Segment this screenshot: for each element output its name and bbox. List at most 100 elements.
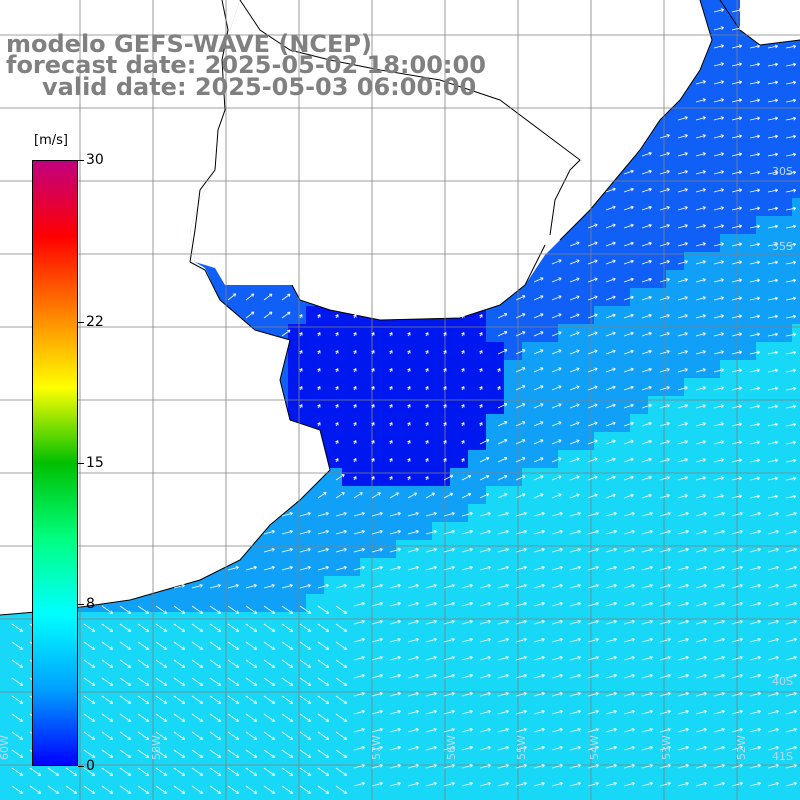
wind-arrow bbox=[677, 440, 688, 445]
wind-arrow bbox=[479, 709, 491, 715]
wind-cell bbox=[756, 306, 774, 324]
wind-cell bbox=[702, 576, 720, 594]
wind-arrow bbox=[587, 277, 598, 283]
wind-arrow bbox=[317, 785, 330, 794]
wind-cell bbox=[756, 54, 774, 72]
wind-cell bbox=[0, 648, 18, 666]
wind-arrow bbox=[677, 494, 688, 499]
wind-cell bbox=[288, 342, 306, 360]
wind-arrow bbox=[749, 314, 761, 319]
wind-cell bbox=[666, 540, 684, 558]
wind-arrow bbox=[353, 619, 365, 625]
wind-arrow bbox=[659, 133, 670, 139]
wind-cell bbox=[630, 774, 648, 792]
wind-cell bbox=[720, 378, 738, 396]
wind-arrow bbox=[479, 619, 491, 625]
wind-cell bbox=[414, 684, 432, 702]
wind-arrow bbox=[407, 583, 419, 589]
wind-arrow bbox=[749, 511, 761, 517]
wind-cell bbox=[666, 162, 684, 180]
wind-arrow bbox=[587, 223, 598, 229]
wind-arrow bbox=[371, 422, 375, 427]
wind-cell bbox=[360, 594, 378, 612]
wind-cell bbox=[774, 738, 792, 756]
wind-arrow bbox=[371, 368, 375, 373]
wind-cell bbox=[342, 558, 360, 576]
wind-cell bbox=[702, 792, 720, 800]
wind-cell bbox=[702, 648, 720, 666]
wind-cell bbox=[666, 792, 684, 800]
wind-arrow bbox=[461, 314, 465, 319]
wind-arrow bbox=[551, 511, 563, 517]
wind-arrow bbox=[11, 677, 24, 686]
wind-cell bbox=[504, 540, 522, 558]
wind-arrow bbox=[407, 422, 411, 427]
wind-arrow bbox=[731, 494, 743, 499]
wind-arrow bbox=[659, 349, 670, 355]
wind-cell bbox=[486, 522, 504, 540]
wind-arrow bbox=[47, 767, 60, 776]
wind-arrow bbox=[479, 350, 483, 355]
wind-cell bbox=[162, 702, 180, 720]
wind-arrow bbox=[533, 709, 545, 715]
wind-cell bbox=[558, 360, 576, 378]
wind-cell bbox=[702, 666, 720, 684]
wind-arrow bbox=[425, 673, 437, 679]
wind-arrow bbox=[623, 547, 635, 553]
wind-arrow bbox=[605, 421, 616, 427]
wind-cell bbox=[504, 324, 522, 342]
wind-cell bbox=[432, 414, 450, 432]
wind-cell bbox=[594, 450, 612, 468]
wind-arrow bbox=[227, 731, 240, 740]
wind-cell bbox=[774, 774, 792, 792]
wind-arrow bbox=[785, 224, 797, 229]
wind-arrow bbox=[335, 368, 339, 373]
wind-cell bbox=[180, 612, 198, 630]
wind-cell bbox=[234, 774, 252, 792]
wind-arrow bbox=[497, 655, 509, 661]
wind-arrow bbox=[389, 637, 401, 643]
wind-arrow bbox=[659, 151, 670, 157]
wind-arrow bbox=[695, 170, 706, 175]
wind-cell bbox=[486, 432, 504, 450]
wind-cell bbox=[630, 738, 648, 756]
wind-arrow bbox=[713, 98, 724, 103]
wind-cell bbox=[342, 666, 360, 684]
wind-cell bbox=[468, 792, 486, 800]
wind-arrow bbox=[659, 547, 671, 553]
wind-cell bbox=[630, 648, 648, 666]
wind-cell bbox=[288, 360, 306, 378]
wind-cell bbox=[522, 450, 540, 468]
wind-arrow bbox=[353, 386, 357, 391]
wind-cell bbox=[756, 360, 774, 378]
wind-cell bbox=[450, 792, 468, 800]
wind-cell bbox=[540, 648, 558, 666]
wind-arrow bbox=[425, 547, 437, 553]
wind-arrow bbox=[695, 368, 706, 373]
wind-arrow bbox=[443, 565, 455, 571]
wind-arrow bbox=[209, 785, 222, 794]
wind-cell bbox=[540, 576, 558, 594]
wind-arrow bbox=[101, 695, 114, 704]
wind-arrow bbox=[461, 763, 473, 769]
wind-cell bbox=[576, 576, 594, 594]
wind-arrow bbox=[749, 583, 761, 589]
wind-cell bbox=[612, 594, 630, 612]
wind-arrow bbox=[497, 547, 509, 553]
wind-arrow bbox=[281, 623, 294, 632]
wind-arrow bbox=[659, 331, 670, 337]
wind-cell bbox=[126, 630, 144, 648]
wind-cell bbox=[558, 450, 576, 468]
wind-cell bbox=[774, 180, 792, 198]
wind-arrow bbox=[335, 767, 348, 776]
wind-arrow bbox=[389, 404, 393, 409]
wind-arrow bbox=[623, 187, 634, 193]
wind-cell bbox=[90, 738, 108, 756]
wind-arrow bbox=[641, 619, 653, 625]
wind-arrow bbox=[659, 385, 670, 391]
wind-arrow bbox=[641, 439, 652, 445]
wind-cell bbox=[108, 612, 126, 630]
wind-arrow bbox=[83, 677, 96, 686]
wind-cell bbox=[612, 612, 630, 630]
wind-cell bbox=[738, 450, 756, 468]
